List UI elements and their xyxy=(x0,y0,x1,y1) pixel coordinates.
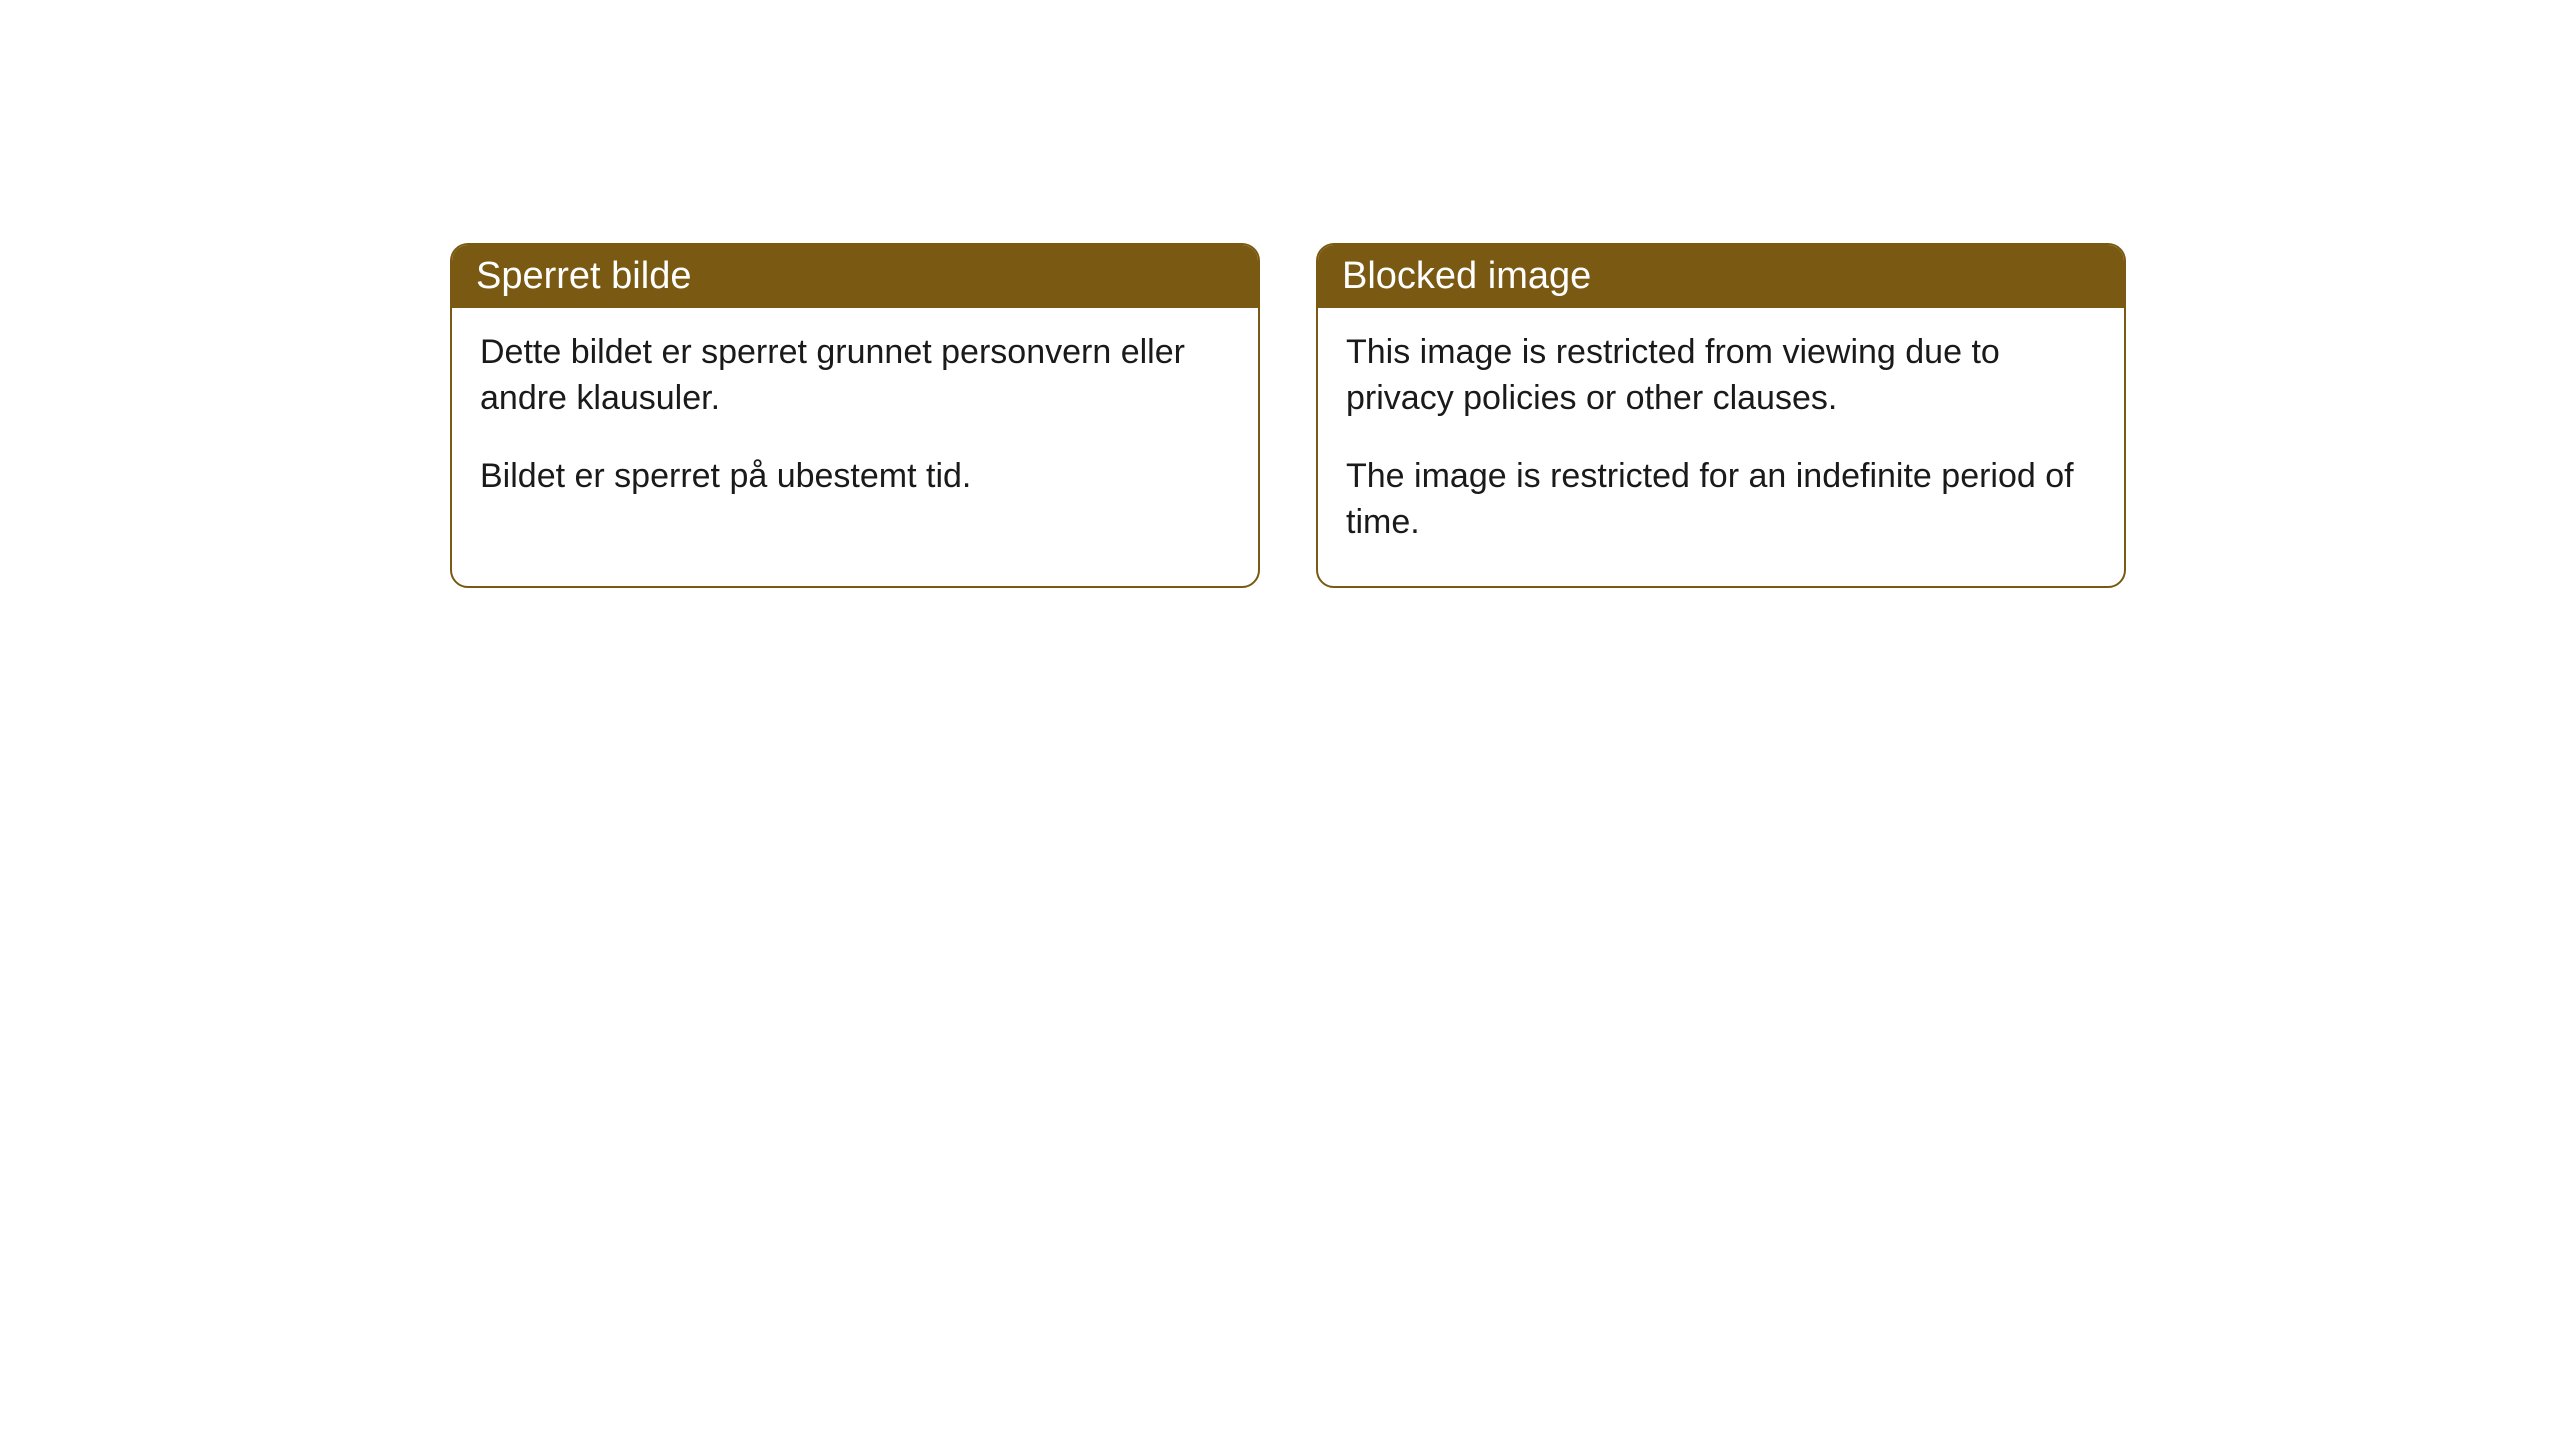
card-title: Sperret bilde xyxy=(476,255,691,297)
card-paragraph: Bildet er sperret på ubestemt tid. xyxy=(480,454,1230,500)
card-title: Blocked image xyxy=(1342,255,1591,297)
card-paragraph: The image is restricted for an indefinit… xyxy=(1346,454,2096,546)
card-paragraph: This image is restricted from viewing du… xyxy=(1346,330,2096,422)
notice-cards-container: Sperret bilde Dette bildet er sperret gr… xyxy=(0,0,2560,588)
notice-card-norwegian: Sperret bilde Dette bildet er sperret gr… xyxy=(450,243,1260,588)
notice-card-english: Blocked image This image is restricted f… xyxy=(1316,243,2126,588)
card-paragraph: Dette bildet er sperret grunnet personve… xyxy=(480,330,1230,422)
card-header: Sperret bilde xyxy=(452,245,1258,308)
card-header: Blocked image xyxy=(1318,245,2124,308)
card-body: Dette bildet er sperret grunnet personve… xyxy=(452,308,1258,540)
card-body: This image is restricted from viewing du… xyxy=(1318,308,2124,586)
